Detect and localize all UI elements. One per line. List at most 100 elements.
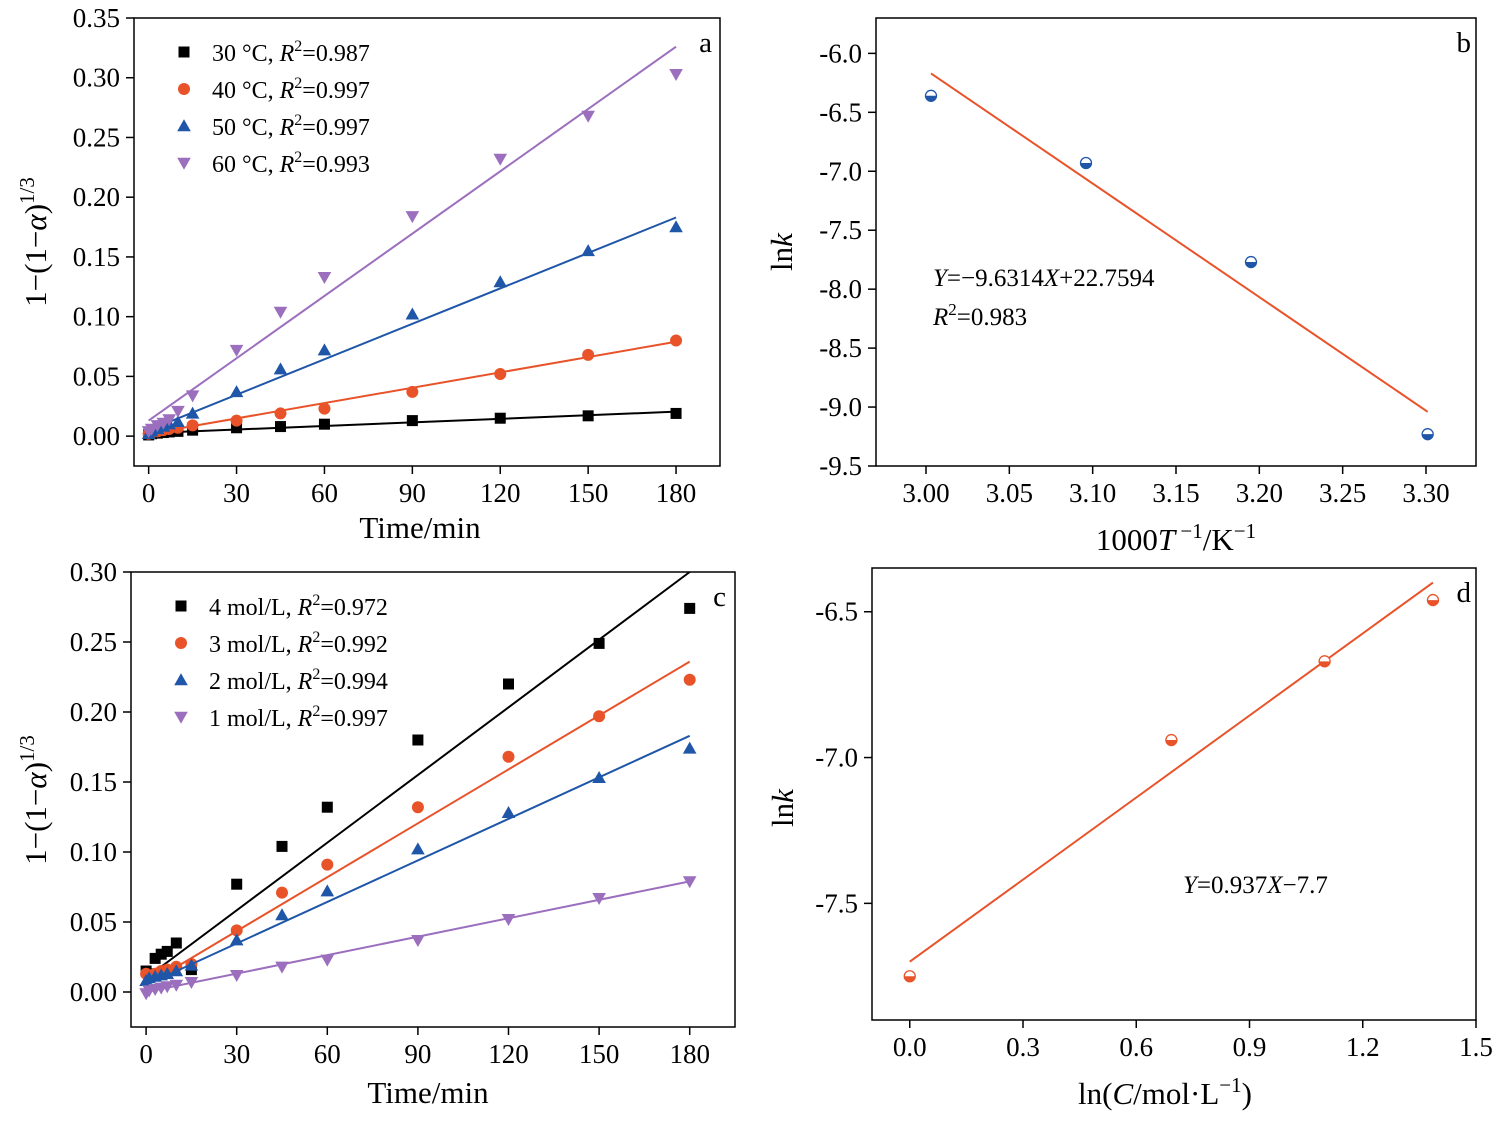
legend-r-value: =0.997: [320, 706, 388, 732]
y-label-part: 1−(1−: [18, 231, 53, 307]
data-point: [320, 884, 335, 897]
legend-marker: [174, 673, 188, 686]
x-tick-label: 180: [669, 1039, 710, 1069]
data-point: [318, 402, 331, 415]
panel-b: 3.00 3.05 3.10 3.15 3.20 3.25 3.30 -9.5 -9.0 -8.5…: [764, 17, 1477, 557]
legend-label: 60 °C, R2=0.993: [212, 149, 370, 178]
eq-x-var: X: [1043, 265, 1061, 292]
x-tick-label: 3.30: [1402, 478, 1449, 508]
y-label-part: ln: [764, 246, 799, 271]
x-tick-label: 3.05: [986, 478, 1033, 508]
data-point: [501, 914, 516, 926]
fit-line: [930, 72, 1429, 413]
y-tick-label: 0.15: [70, 767, 117, 797]
y-label-var: k: [765, 788, 800, 803]
legend-r-sup: 2: [294, 112, 302, 129]
panel-b-x-axis-label: 1000T −1/K−1: [1096, 519, 1256, 557]
legend-marker: [178, 83, 190, 95]
x-tick-label: 0.9: [1233, 1032, 1267, 1062]
panel-c-frame: [130, 571, 736, 1028]
y-tick-label: -8.0: [819, 274, 862, 304]
x-label-part: /mol·L: [1133, 1076, 1219, 1111]
legend-label: 30 °C, R2=0.987: [212, 38, 370, 67]
legend-r-value: =0.997: [302, 115, 370, 141]
data-point: [411, 842, 425, 855]
data-point: [276, 886, 288, 899]
legend-label: 4 mol/L, R2=0.972: [209, 592, 388, 621]
panel-b-r2: R2=0.983: [932, 300, 1027, 331]
data-point: [1421, 428, 1434, 441]
data-point: [670, 334, 683, 347]
panel-a-letter: a: [699, 27, 712, 59]
y-tick-label: 0.25: [73, 122, 120, 152]
y-label-part: ): [18, 204, 53, 214]
x-tick-label: 30: [223, 478, 250, 508]
x-label-exponent: −1: [1219, 1073, 1241, 1097]
y-tick-label: 0.00: [70, 977, 117, 1007]
data-point: [592, 771, 606, 783]
x-label-var: T: [1158, 522, 1178, 557]
data-point: [493, 275, 508, 288]
legend-series-name: 4 mol/L,: [209, 595, 298, 621]
data-point: [412, 734, 424, 746]
legend-marker: [175, 637, 187, 649]
panel-d: 0.0 0.3 0.6 0.9 1.2 1.5 -7.5 -7.0 -6.5 d ln(C/mo…: [765, 567, 1493, 1111]
x-label-part: ln(: [1078, 1076, 1112, 1111]
eq-part: +22.7594: [1059, 265, 1155, 292]
y-tick-label: -6.5: [819, 97, 862, 127]
fit-line: [148, 45, 677, 422]
x-label-exponent: −1: [1234, 519, 1256, 543]
panel-d-letter: d: [1457, 577, 1472, 609]
data-point: [317, 343, 332, 356]
marker-fill-half: [925, 95, 937, 102]
data-point: [682, 741, 697, 754]
legend-r-value: =0.987: [302, 41, 370, 67]
x-tick-label: 60: [311, 478, 338, 508]
data-point: [273, 306, 288, 319]
eq-x-var: X: [1266, 872, 1284, 899]
legend-r-sup: 2: [312, 703, 320, 720]
legend-label: 40 °C, R2=0.997: [212, 75, 370, 104]
panel-b-marks: [924, 72, 1434, 441]
x-label-part: ): [1242, 1076, 1252, 1111]
legend-series-name: 30 °C,: [212, 41, 280, 67]
legend-r-sup: 2: [312, 592, 320, 609]
data-point: [276, 840, 288, 852]
x-tick-label: 120: [480, 478, 521, 508]
fit-line: [145, 734, 691, 986]
legend-r-sup: 2: [294, 38, 302, 55]
marker-fill-half: [904, 976, 916, 982]
y-tick-label: 0.10: [70, 837, 117, 867]
data-point: [581, 244, 595, 257]
panel-a-frame: [133, 17, 721, 467]
legend-series-name: 3 mol/L,: [209, 632, 298, 658]
data-point: [274, 407, 287, 420]
data-point: [231, 422, 243, 434]
data-point: [185, 390, 200, 403]
fit-line: [148, 216, 677, 432]
panel-b-letter: b: [1457, 27, 1472, 59]
data-point: [169, 964, 184, 977]
x-tick-label: 0.3: [1006, 1032, 1040, 1062]
data-point: [582, 410, 594, 422]
y-tick-label: -9.5: [819, 451, 862, 481]
legend-r-label: R: [297, 632, 313, 658]
data-point: [493, 153, 508, 166]
x-tick-label: 0: [142, 478, 156, 508]
x-tick-label: 0: [139, 1039, 153, 1069]
eq-part: −7.7: [1283, 872, 1328, 899]
data-point: [321, 801, 333, 813]
data-point: [317, 272, 332, 285]
y-tick-label: 0.30: [73, 63, 120, 93]
data-point: [321, 858, 334, 871]
panel-a-x-axis-label: Time/min: [359, 510, 481, 545]
data-point: [231, 878, 243, 890]
data-point: [501, 806, 516, 818]
data-point: [170, 937, 182, 949]
x-tick-label: 30: [223, 1039, 250, 1069]
y-tick-label: 0.30: [70, 557, 117, 587]
marker-fill-half: [1080, 163, 1092, 169]
x-tick-label: 150: [579, 1039, 620, 1069]
data-point: [155, 948, 167, 960]
data-point: [320, 954, 335, 967]
